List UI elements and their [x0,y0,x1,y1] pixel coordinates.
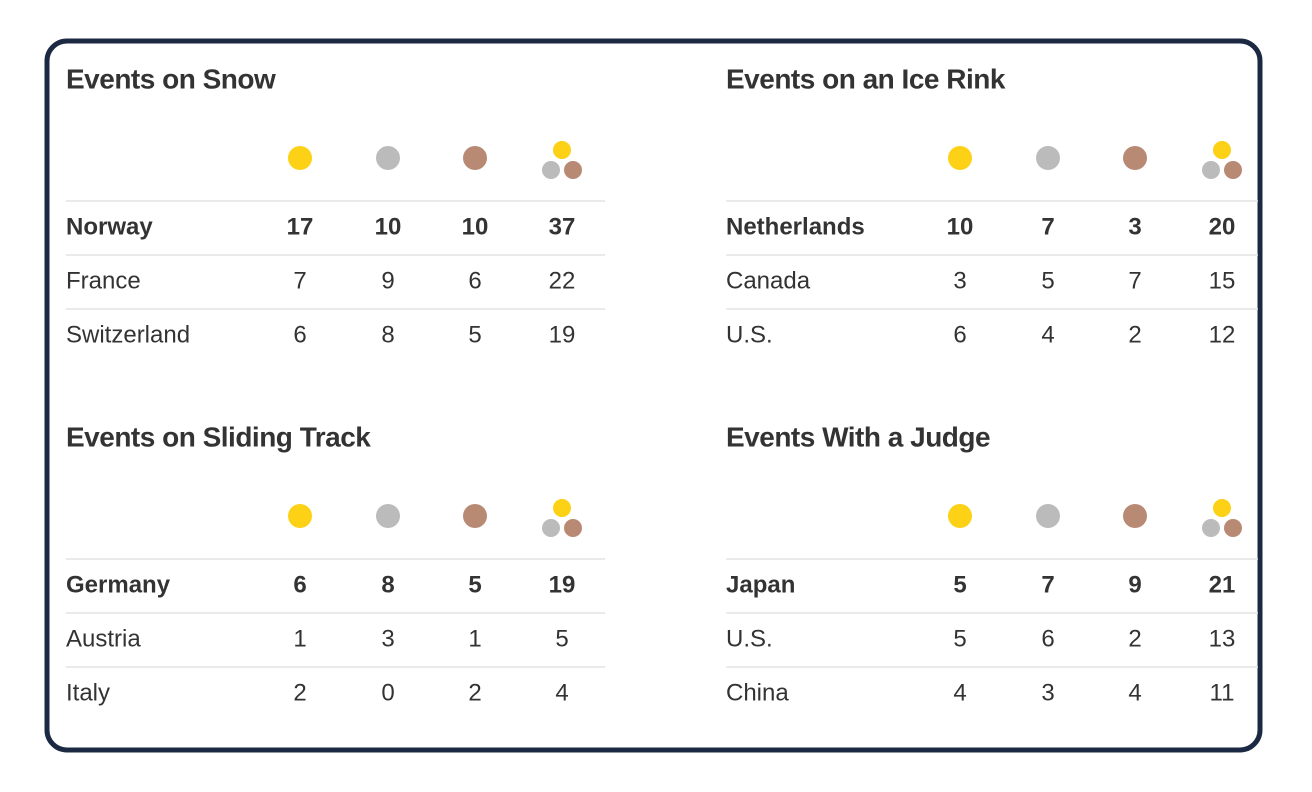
total-icon-silver [1202,519,1220,537]
panel-title: Events on Sliding Track [66,421,371,452]
country-name: Canada [726,267,811,294]
panel-title: Events on Snow [66,63,276,94]
medal-count: 1 [468,625,481,652]
medal-count: 5 [1041,267,1054,294]
medal-count: 37 [549,213,576,240]
total-icon-bronze [564,519,582,537]
medal-count: 21 [1209,571,1236,598]
medal-count: 2 [293,679,306,706]
medal-count: 6 [468,267,481,294]
medal-count: 2 [1128,625,1141,652]
bronze-icon [1123,146,1147,170]
medal-count: 2 [468,679,481,706]
medal-count: 7 [1041,571,1054,598]
medal-count: 6 [953,321,966,348]
country-name: Austria [66,625,141,652]
medal-count: 12 [1209,321,1236,348]
medal-count: 3 [1041,679,1054,706]
medal-count: 20 [1209,213,1236,240]
country-name: France [66,267,141,294]
panel-title: Events With a Judge [726,421,990,452]
gold-icon [948,146,972,170]
total-icon-gold [1213,499,1231,517]
medal-count: 19 [549,571,576,598]
medal-count: 4 [1041,321,1054,348]
total-icon-silver [542,519,560,537]
medal-count: 19 [549,321,576,348]
medal-count: 5 [953,571,966,598]
medal-count: 7 [1041,213,1054,240]
panel-title: Events on an Ice Rink [726,63,1006,94]
country-name: U.S. [726,321,773,348]
medal-count: 5 [953,625,966,652]
medal-count: 22 [549,267,576,294]
total-icon-bronze [564,161,582,179]
country-name: U.S. [726,625,773,652]
medal-count: 5 [555,625,568,652]
medal-count: 4 [953,679,966,706]
total-icon-gold [553,499,571,517]
medal-count: 5 [468,571,481,598]
country-name: Norway [66,213,153,240]
total-icon-bronze [1224,519,1242,537]
medal-count: 13 [1209,625,1236,652]
total-icon-gold [1213,141,1231,159]
country-name: China [726,679,789,706]
medal-count: 3 [381,625,394,652]
country-name: Italy [66,679,110,706]
silver-icon [1036,504,1060,528]
total-icon-silver [1202,161,1220,179]
medal-count: 3 [1128,213,1141,240]
silver-icon [1036,146,1060,170]
medal-count: 9 [381,267,394,294]
medal-count: 0 [381,679,394,706]
total-icon-gold [553,141,571,159]
medal-count: 6 [1041,625,1054,652]
medal-count: 7 [1128,267,1141,294]
medal-count: 2 [1128,321,1141,348]
medal-count: 8 [381,321,394,348]
medal-count: 4 [555,679,568,706]
medal-count: 8 [381,571,394,598]
silver-icon [376,146,400,170]
medal-count: 10 [947,213,974,240]
medal-count: 17 [287,213,314,240]
gold-icon [288,146,312,170]
frame [44,38,1263,753]
country-name: Switzerland [66,321,190,348]
medal-count: 3 [953,267,966,294]
gold-icon [288,504,312,528]
gold-icon [948,504,972,528]
medal-count: 1 [293,625,306,652]
medal-count: 7 [293,267,306,294]
country-name: Germany [66,571,171,598]
medal-count: 6 [293,571,306,598]
bronze-icon [463,504,487,528]
medal-count: 6 [293,321,306,348]
medal-count: 15 [1209,267,1236,294]
medal-count: 11 [1210,679,1235,706]
medal-count: 10 [375,213,402,240]
medal-count: 4 [1128,679,1141,706]
bronze-icon [463,146,487,170]
silver-icon [376,504,400,528]
total-icon-silver [542,161,560,179]
medal-count: 10 [462,213,489,240]
bronze-icon [1123,504,1147,528]
medal-count: 9 [1128,571,1141,598]
total-icon-bronze [1224,161,1242,179]
country-name: Japan [726,571,795,598]
medal-count: 5 [468,321,481,348]
country-name: Netherlands [726,213,865,240]
